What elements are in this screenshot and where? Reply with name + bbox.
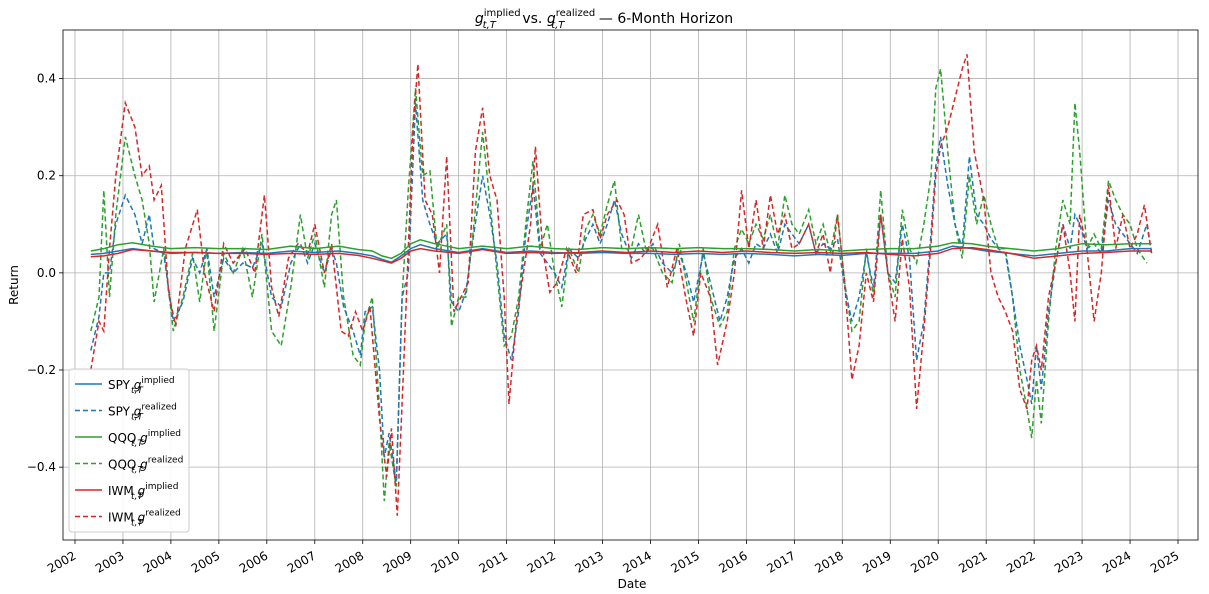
legend-sub: t,T [131, 466, 144, 476]
x-tick-label: 2005 [189, 548, 222, 575]
legend-sup: realized [145, 509, 181, 519]
legend-name: QQQ [108, 431, 140, 445]
x-tick-label: 2007 [285, 548, 318, 575]
legend-sub: t,T [131, 413, 144, 423]
x-tick-label: 2003 [93, 548, 126, 575]
legend-name: SPY [108, 378, 134, 392]
x-tick-label: 2012 [525, 548, 558, 575]
y-tick-label: 0.0 [37, 266, 56, 280]
legend-name: QQQ [108, 458, 140, 472]
title-sub-2: t,T [551, 20, 565, 31]
title-sub-1: t,T [483, 20, 497, 31]
title-sup-2: realized [556, 8, 595, 19]
x-tick-label: 2015 [668, 548, 701, 575]
title-rest: — 6-Month Horizon [599, 11, 733, 27]
legend-sup: realized [148, 456, 184, 466]
x-tick-label: 2009 [381, 548, 414, 575]
x-tick-label: 2014 [621, 548, 654, 575]
x-tick-label: 2008 [333, 548, 366, 575]
x-tick-label: 2025 [1148, 548, 1181, 575]
y-tick-label: 0.4 [37, 72, 56, 86]
x-tick-label: 2024 [1100, 548, 1133, 575]
legend-sub: t,T [131, 386, 144, 396]
x-tick-label: 2006 [237, 548, 270, 575]
x-tick-label: 2021 [956, 548, 989, 575]
x-tick-label: 2002 [45, 548, 78, 575]
grid [63, 30, 1198, 540]
legend-entry-0: SPY gimplied t,T [108, 376, 175, 396]
x-tick-label: 2017 [764, 548, 797, 575]
y-tick-label: −0.4 [27, 460, 56, 474]
x-tick-label: 2004 [141, 548, 174, 575]
legend-sup: realized [141, 403, 177, 413]
legend-sub: t,T [131, 492, 144, 502]
plot-frame [62, 29, 1199, 541]
legend-sup: implied [148, 429, 181, 439]
x-tick-label: 2011 [477, 548, 510, 575]
legend-entry-5: IWM grealized t,T [108, 509, 181, 529]
x-tick-label: 2022 [1004, 548, 1037, 575]
axes: 0.4 0.2 0.0 −0.2 −0.4 2002 2003 2004 2005 2006 200… [27, 29, 1199, 576]
legend-entry-4: IWM gimplied t,T [108, 482, 178, 502]
x-tick-label: 2023 [1052, 548, 1085, 575]
legend-name: SPY [108, 405, 134, 419]
x-tick-label: 2013 [573, 548, 606, 575]
series-line-3 [90, 239, 1152, 260]
chart-title: gimplied t,T vs. grealized t,T — 6-Month H… [475, 8, 733, 31]
series-line-1 [90, 102, 1153, 482]
x-tick-label: 2019 [860, 548, 893, 575]
legend-sub: t,T [131, 439, 144, 449]
series-line-0 [90, 68, 1148, 502]
legend-sub: t,T [131, 519, 144, 529]
x-tick-label: 2018 [812, 548, 845, 575]
y-tick-label: 0.2 [37, 169, 56, 183]
x-tick-label: 2010 [429, 548, 462, 575]
legend-entry-2: QQQ gimplied t,T [108, 429, 181, 449]
x-tick-label: 2020 [908, 548, 941, 575]
series-line-5 [90, 246, 1152, 264]
series-layer [90, 54, 1153, 516]
y-axis-label: Return [7, 265, 21, 305]
title-sup-1: implied [484, 8, 521, 19]
title-vs: vs. [522, 11, 542, 27]
legend-name: IWM [108, 511, 138, 525]
x-tick-label: 2016 [716, 548, 749, 575]
legend-sup: implied [145, 482, 178, 492]
x-axis-label: Date [618, 577, 647, 591]
legend-name: IWM [108, 484, 138, 498]
legend-entry-3: QQQ grealized t,T [108, 456, 183, 476]
series-line-2 [90, 54, 1153, 516]
legend-entry-1: SPY grealized t,T [108, 403, 177, 423]
legend-sup: implied [141, 376, 174, 386]
y-tick-label: −0.2 [27, 363, 56, 377]
